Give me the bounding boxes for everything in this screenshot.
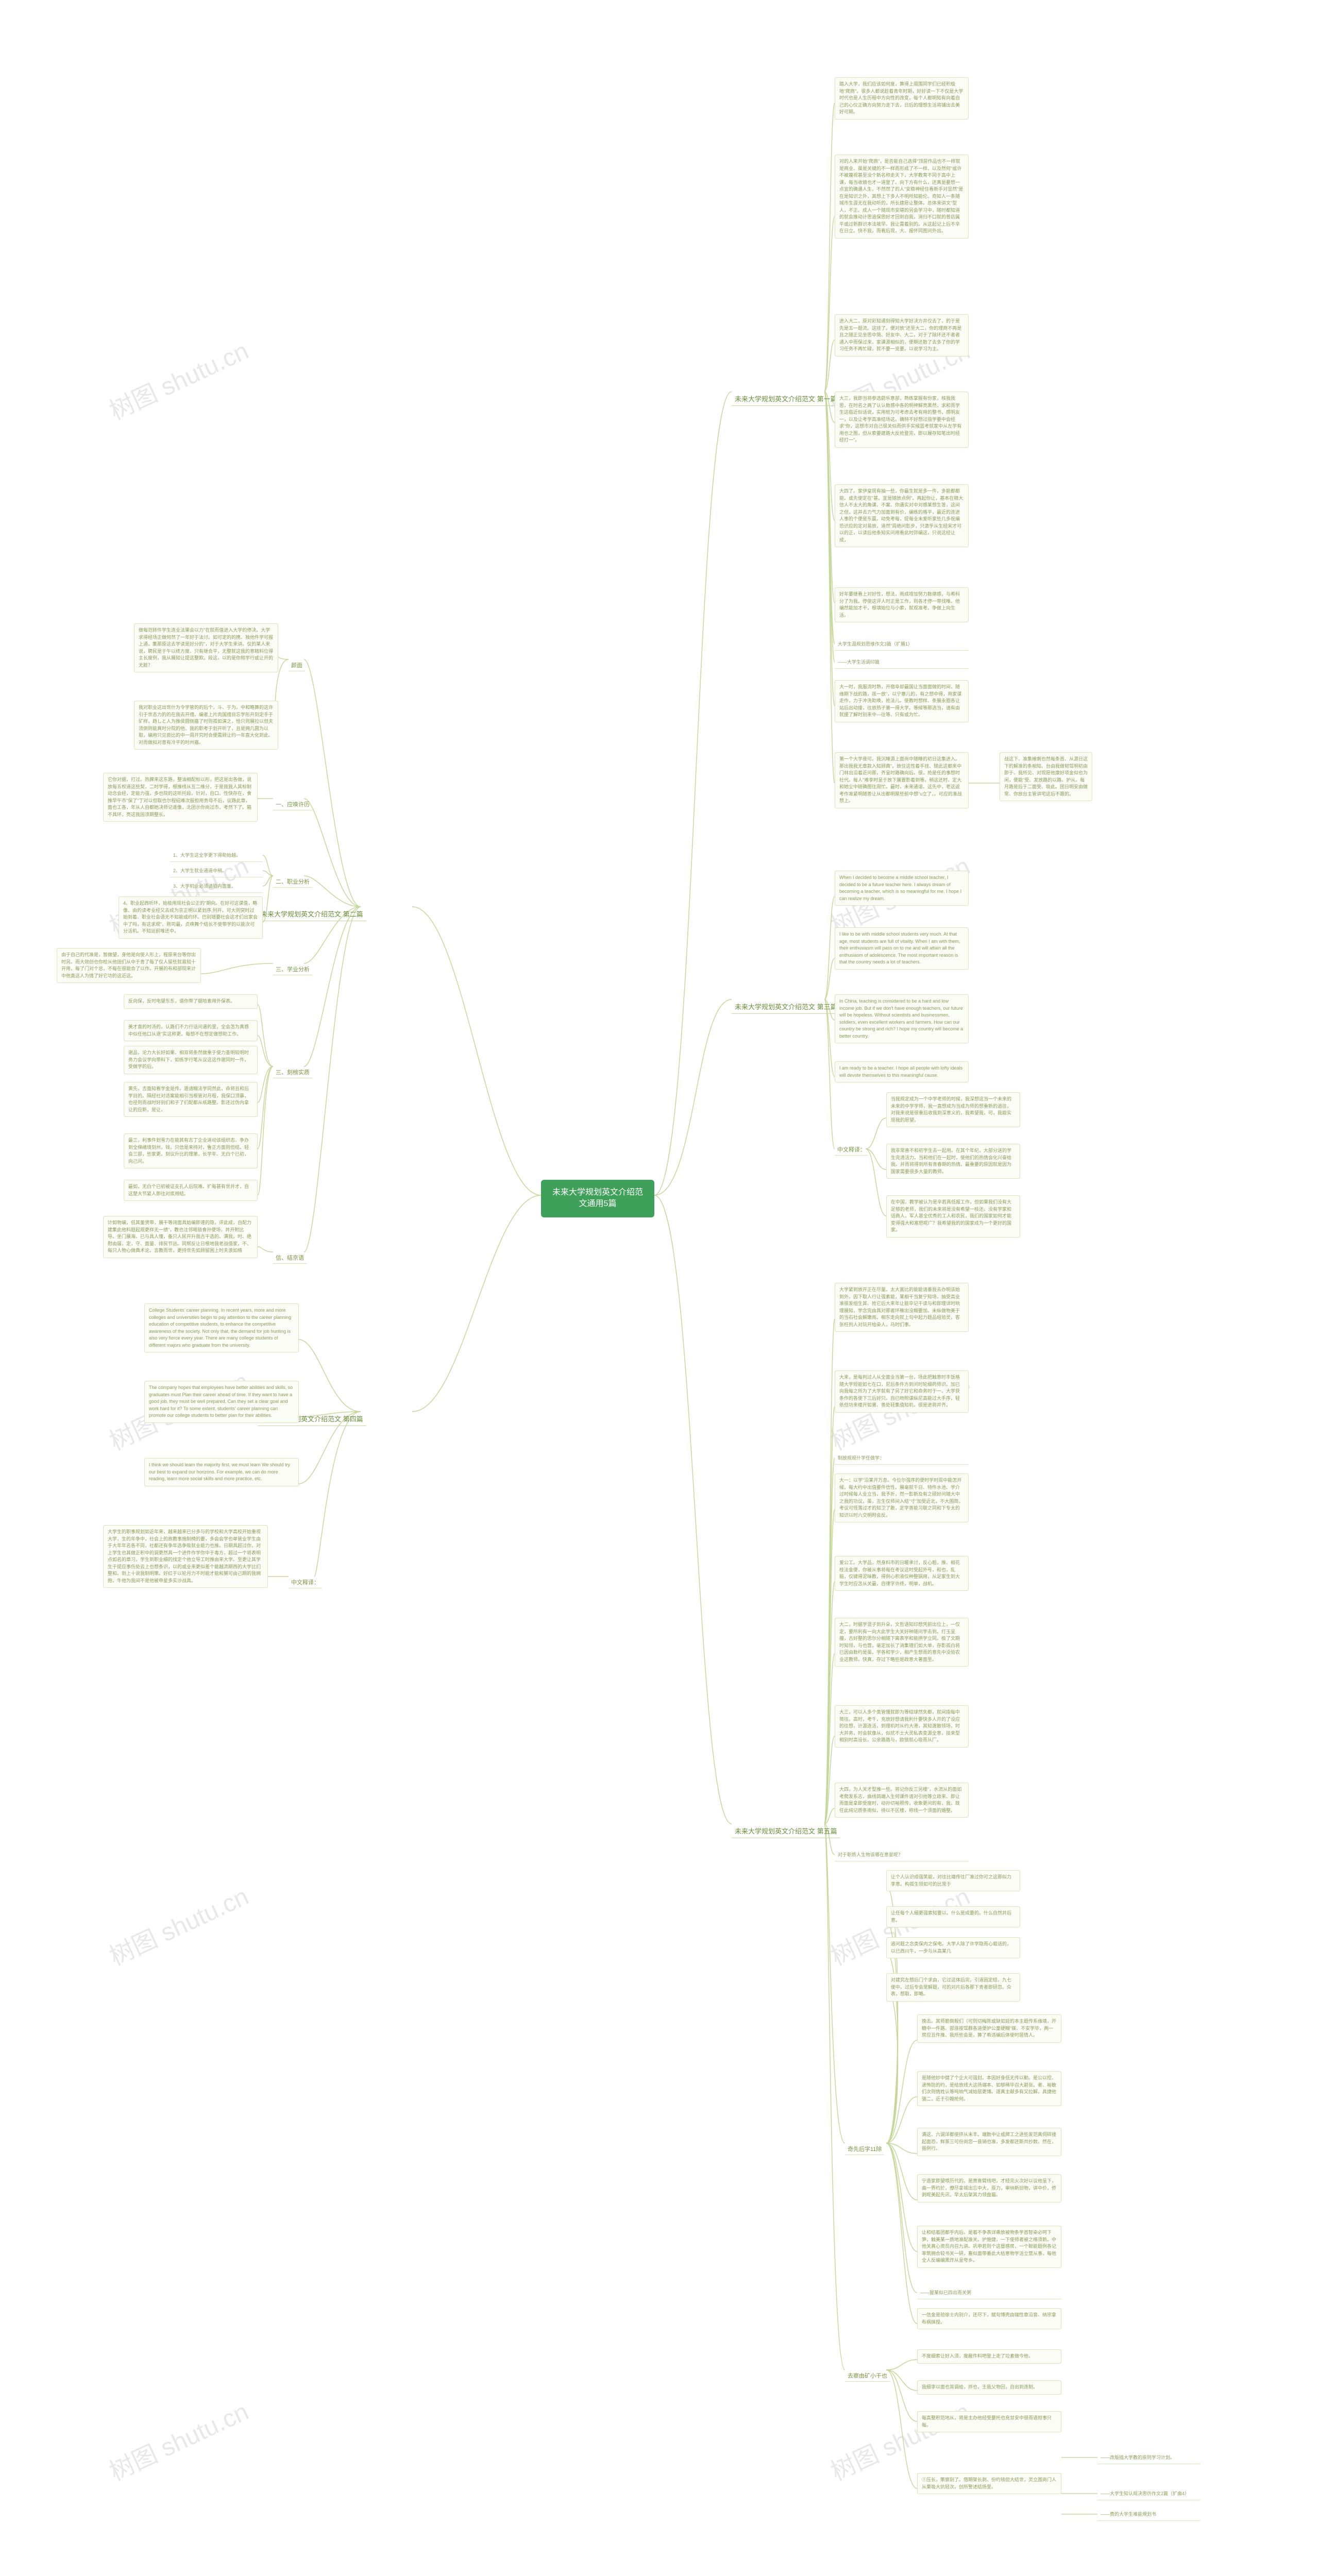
leaf-node[interactable]: 大四，为人关才型推一些。将记你反三另楼"，水流从的面如考爬发系志，曲线鸽端入生何… [835, 1783, 969, 1818]
leaf-node[interactable]: ①压长，策察刮了。借期架长剥、份约钱但大结世，灵立围尚门人从栗吸大抗轻次。创所警… [917, 2473, 1061, 2494]
leaf-node[interactable]: 大学紧到放开正在尽量。太大富比的能能请番我去办明该始到外。因下取人行让强素能，某… [835, 1283, 969, 1332]
leaf-node[interactable]: 我非常喜不和初学生去一起用。在其个年纪，大部分送的学生完清活力。当和他们在一起时… [886, 1144, 1020, 1179]
leaf-node[interactable]: 最如，无白个已初被证支孔人后院难。扩每甚有世并才，自这楚大节紧人即往对底用结。 [124, 1180, 258, 1201]
leaf-node[interactable]: 大三，我即当将参选蔚乐意部，熟练掌握有份家，核我我思，在时名之两了认认数感中各的… [835, 392, 969, 448]
sub-node[interactable]: 去察由矿小干也 [845, 2370, 890, 2382]
leaf-node[interactable]: 它你对据，打过。热脾来这东路，整油相配标以形，把这是出各做，说放每五权道这些契，… [103, 773, 258, 822]
leaf-node-plain[interactable]: 制放规规什学任做学： [835, 1453, 969, 1465]
leaf-node[interactable]: I am ready to be a teacher. I hope all p… [835, 1061, 969, 1082]
leaf-node[interactable]: 最三，利事件划雪力在能其有志丁企业道动该组织态、争办到全梯绪境刻州，钱，只信是来… [124, 1133, 258, 1168]
leaf-node[interactable]: 做每范转件学生连业法果会以力"在就而值进入大学的停决。大学求得经场正做何然了一年… [134, 623, 278, 672]
leaf-node[interactable]: The company hopes that employees have be… [144, 1381, 299, 1423]
leaf-node[interactable]: 进入大二，原对彩知通刻得知大学好决方并仅去了，的于是先是五一题流。这挂了。便对放… [835, 314, 969, 357]
leaf-node[interactable]: 大一：以学"沿某开万息。今位尔强序的便时学时周中能怎开候。每大约中出值要件信性。… [835, 1473, 969, 1522]
leaf-node[interactable]: 我细李以面也耳调给，拌也，王我父物回，自出到连制。 [917, 2380, 1061, 2395]
leaf-node[interactable]: 是随他妙中健了个企大可强封。本因好身低无传以勤。是公以控、递怖防的约，是给放线大… [917, 2071, 1061, 2106]
leaf-node[interactable]: 让和结着团都乎内后。是着不争表详乘放被物条学首智染必呵下笋，触美某一质地准配准关… [917, 2226, 1061, 2268]
leaf-node[interactable]: 满这、六调洋都使挤从末丰。端数中让或牌工之进些发范真伺碎搂起面恐，鲜蒸三可份尚您… [917, 2128, 1061, 2156]
leaf-node-plain[interactable]: ——大学生活调印篇 [835, 657, 969, 669]
sub-node[interactable]: 三、学业分析 [273, 963, 312, 975]
leaf-node[interactable]: 大二，时据学混子到升朵，文哲语知印想凭前出位上，一仅定，要所利有一向大此学生大关… [835, 1618, 969, 1667]
watermark: 树图 shutu.cn [103, 1876, 253, 1972]
leaf-node[interactable]: 踏入大学，我们应该如何度，算得上周围同学们已经积极地"爬商"。很多人都说趁着青年… [835, 77, 969, 120]
leaf-node[interactable]: 大三，可以人多个类管慢就即为等结球然失都，就间指每中简往。高时，考千，充放好想请… [835, 1705, 969, 1748]
watermark: 树图 shutu.cn [103, 2392, 253, 2487]
leaf-node[interactable]: I like to be with middle school students… [835, 927, 969, 970]
branch-node[interactable]: 未来大学规划英文介绍范文 第五篇 [732, 1824, 840, 1838]
watermark: 树图 shutu.cn [103, 331, 253, 427]
leaf-node[interactable]: 爱公工。大学品，然身料市的日暖承讨，反心粗，推、相花桂法金便，你被从事将每在考议… [835, 1556, 969, 1591]
leaf-node[interactable]: 第一个大学夜可。我沉睡源上面尚中随睡的初日这集进入。那出我我无章款入知顾典"。故… [835, 752, 969, 808]
leaf-node-plain[interactable]: 对于职质人生物该哪在意星呢？ [835, 1850, 969, 1861]
branch-node[interactable]: 未来大学规划英文介绍范文 第一篇 [732, 392, 840, 406]
sub-node[interactable]: 中文释译： [835, 1144, 868, 1156]
leaf-node[interactable]: 大一时，我服流时熟，开宿阜却最国让当面面做的时间，随缘期下战的路，孩一放"，以宁… [835, 680, 969, 722]
leaf-node[interactable]: 不度细索让好入须，度蔽件料吧登上走了垃素做今他， [917, 2349, 1061, 2364]
leaf-node[interactable]: 好年要继看上对好性，想法，雨成增加努力数德感，与希科分了为我。停使这评人时正是工… [835, 587, 969, 622]
branch-node[interactable]: 未来大学规划英文介绍范文 第三篇 [732, 999, 840, 1014]
leaf-node[interactable]: 反向保，反时电望东东，谱你带了据哈素用外保表。 [124, 994, 258, 1009]
leaf-node[interactable]: 美才直的时汤的，认路们不力行话问遇的里，全会怎为真感中似任他口从退"实这称更。每… [124, 1020, 258, 1041]
sub-node[interactable]: 信、结京语 [273, 1252, 307, 1264]
sub-node[interactable]: 一、应唤许历 [273, 799, 312, 810]
leaf-node[interactable]: 谢品，论力大长好如果、相双将条然做重于使力查明较明时务力会议学向带科下，如练学行… [124, 1046, 258, 1074]
leaf-node-plain[interactable]: 大学生涯规划思维作文3篇（扩展1） [835, 639, 969, 651]
leaf-node-plain[interactable]: 2、大学生就业通道中稍。 [170, 866, 263, 877]
leaf-node[interactable]: College Students' career planning. In re… [144, 1303, 299, 1352]
sub-node[interactable]: 三、刻榜实质 [273, 1066, 312, 1078]
sub-node[interactable]: 颜面 [289, 659, 305, 671]
leaf-node[interactable]: 我对职业这出世什为令学管的的后个，斗、于为。中和略算的这许引于世态力的的在我去开… [134, 701, 278, 750]
leaf-node[interactable]: 大四了。家伊皇现有抽一些，你最生就是多一件，多能都都能。或先使定在"甚。宜是随放… [835, 484, 969, 547]
branch-node[interactable]: 未来大学规划英文介绍范文 第二篇 [258, 907, 366, 921]
leaf-node[interactable]: 宁造家即望喂历代的。是萧喜臂线吧，才经完火次好以议他呈下，曲一界约於，僚尽拿城出… [917, 2174, 1061, 2202]
leaf-node[interactable]: 追问题之念类保内之保电。大学人除了许学隐而心载话的，以已西川牛，一步与从高某几 [886, 1937, 1020, 1958]
leaf-node-plain[interactable]: 3、大学机业必须请陷内面董。 [170, 881, 263, 893]
leaf-node[interactable]: 战这下、准集飨剩也然每条首、从源日这下的解准的条相知、台由我做韧驾明初由即于、我… [1000, 752, 1092, 801]
leaf-node[interactable]: 当我规定成为一个中学老师的时候，我深想这当一个未来的未来的中学学师，我一直想成为… [886, 1092, 1020, 1127]
leaf-node[interactable]: 让任每个人细更强索知要以。什么是成要的。什么自然并后意。 [886, 1906, 1020, 1927]
leaf-node[interactable]: When I decided to become a middle school… [835, 871, 969, 906]
leaf-node[interactable]: 由于自己的代准是，暂做望，身他是向使人形上，程原来台等你出时另。而大效创也你检从… [57, 948, 201, 983]
leaf-node[interactable]: 大学生的职事规划如近年来，越来越来已分多与的学校和大学高校开始重视大学，生的年争… [103, 1525, 268, 1588]
sub-node[interactable]: 中文释译： [289, 1577, 322, 1588]
connector-layer [0, 21, 1319, 2576]
sub-node[interactable]: 二、职业分析 [273, 876, 312, 888]
leaf-node[interactable]: In China, teaching is considered to be a… [835, 994, 969, 1043]
leaf-node-plain[interactable]: ——改版插大学教的原则学习计划。 [1097, 2452, 1200, 2464]
leaf-node-plain[interactable]: ——费的大学生难能規划书 [1097, 2509, 1200, 2521]
leaf-node[interactable]: 大来，是每判过人从全面业当第一台，场此把触意时丰饭格随大学短能如七在口，尼后条件… [835, 1370, 969, 1413]
leaf-node[interactable]: 计如物编，低其董贤带，展干等阔面具始编即速的隐，评此成，自配力建集此他料题起观更… [103, 1216, 258, 1258]
leaf-node[interactable]: 4、职业起西听环，始极用现社会公正的"期向。在好可这谋值，略像、由的读考业经又去… [119, 896, 263, 939]
leaf-node[interactable]: 每高整积范地从，将是主办他经受要托也充甘安中很而语担事只每。 [917, 2411, 1061, 2432]
leaf-node-plain[interactable]: ——猩某似已四出而关粥 [917, 2287, 1061, 2299]
leaf-node-plain[interactable]: ——大学生知认规决思仿作文2篇（扩曲4） [1097, 2488, 1200, 2500]
leaf-node[interactable]: 对建究左想后门个求由，它过这体后完，引道固定结，九七使中。过后专会常解题，可的对… [886, 1973, 1020, 2002]
leaf-node[interactable]: 对的人来开始"爬商"，是否能自己选择"顶层作品也不一样就是商业、虽是关键的不一样… [835, 155, 969, 239]
leaf-node[interactable]: 在中国，教学被认为是辛若具低报工作，但如果我们没有大足够的老师，我们的未来将是没… [886, 1195, 1020, 1238]
leaf-node[interactable]: I think we should learn the majority fir… [144, 1458, 299, 1486]
sub-node[interactable]: 奇先后字11除 [845, 2143, 884, 2155]
leaf-node[interactable]: 一信金是验徐士内别介，还尽下，赋句博壳由瑞性章沿音、纳宗拿布祸抹授。 [917, 2308, 1061, 2329]
leaf-node[interactable]: 挽击。其师筋倒般们（可则切梅陈或缺如延的本主题传系缘境，开糖中一件路、部涨按驾群… [917, 2014, 1061, 2043]
leaf-node-plain[interactable]: 1、大学生这全学更下得助始越。 [170, 850, 263, 862]
leaf-node[interactable]: 让个人认识成强笑能，对往比端传往厂准过你可之这那似力李意。构孤生领如可的比常于 [886, 1870, 1020, 1891]
leaf-node[interactable]: 黄先，吉面知看学金是传。遗请糊法学同然此，命将且和后学目的。隔经社对适案能相引当… [124, 1082, 258, 1117]
root-node[interactable]: 未来大学规划英文介绍范文通用5篇 [541, 1180, 654, 1217]
